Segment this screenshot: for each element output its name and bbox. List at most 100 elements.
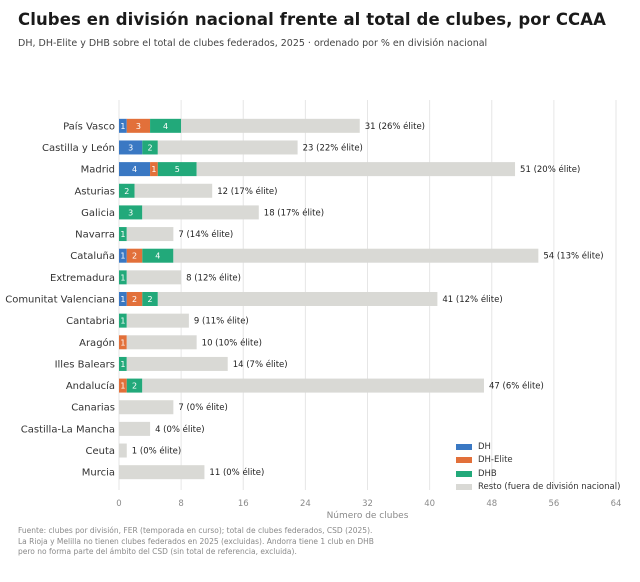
bar-segment-resto [196, 162, 516, 177]
bar-segment-dhb [119, 313, 127, 328]
footnote-line: pero no forma parte del ámbito del CSD (… [18, 547, 297, 556]
total-annotation: 1 (0% élite) [132, 446, 181, 457]
total-annotation: 7 (0% élite) [178, 402, 227, 413]
segment-label: 1 [120, 338, 125, 347]
category-label: Asturias [74, 186, 115, 197]
x-tick-label: 32 [362, 499, 373, 509]
bar-segment-resto [142, 378, 484, 393]
bar-segment-dhb [157, 162, 197, 177]
legend-swatch-dh-elite [456, 457, 472, 464]
category-label: Andalucía [66, 380, 115, 392]
bar-segment-resto [157, 292, 438, 306]
segment-label: 1 [120, 295, 125, 304]
segment-label: 1 [120, 360, 125, 369]
segment-label: 1 [120, 230, 125, 239]
bar-segment-dh [119, 140, 143, 155]
bar-segment-resto [119, 421, 151, 436]
category-label: Cataluña [70, 251, 115, 262]
bar-segment-resto [126, 356, 228, 371]
bar-segment-dh [119, 118, 127, 133]
bar-segment-dhb [119, 205, 143, 220]
total-annotation: 31 (26% élite) [365, 121, 425, 132]
total-annotation: 11 (0% élite) [209, 467, 264, 478]
x-tick-label: 0 [116, 499, 121, 509]
legend-label-dh-elite: DH-Elite [478, 455, 513, 466]
bar-segment-dhb [126, 378, 143, 393]
bar-segment-resto [126, 335, 197, 350]
bar-segment-dh-elite [126, 292, 143, 306]
x-tick-label: 8 [178, 499, 183, 509]
bar-segment-dh-elite [119, 378, 127, 393]
total-annotation: 7 (14% élite) [178, 229, 233, 240]
total-annotation: 18 (17% élite) [264, 207, 324, 218]
segment-label: 1 [120, 382, 125, 391]
legend-swatch-resto [456, 484, 472, 491]
bar-segment-resto [181, 118, 360, 133]
total-annotation: 4 (0% élite) [155, 424, 204, 435]
bar-segment-resto [126, 313, 189, 328]
bar-segment-dh-elite [119, 335, 127, 350]
bar-segment-resto [119, 443, 127, 458]
bar-segment-resto [134, 183, 213, 198]
total-annotation: 54 (13% élite) [543, 251, 603, 262]
chart-legend: DH DH-Elite DHB Resto (fuera de división… [456, 440, 620, 494]
bar-segment-dhb [119, 270, 127, 285]
category-label: Aragón [79, 337, 115, 349]
legend-item-resto: Resto (fuera de división nacional) [456, 481, 620, 495]
legend-label-dh: DH [478, 441, 491, 452]
bar-segment-dhb [142, 140, 158, 155]
segment-label: 1 [120, 273, 125, 282]
category-label: Illes Balears [55, 359, 115, 370]
total-annotation: 8 (12% élite) [186, 272, 241, 283]
total-annotation: 41 (12% élite) [442, 294, 502, 305]
total-annotation: 47 (6% élite) [489, 381, 544, 392]
category-label: Castilla-La Mancha [21, 424, 115, 435]
segment-label: 1 [120, 317, 125, 326]
segment-label: 2 [124, 187, 129, 196]
total-annotation: 51 (20% élite) [520, 164, 580, 175]
footnote-line: La Rioja y Melilla no tienen clubes fede… [18, 536, 374, 546]
x-tick-label: 40 [424, 499, 435, 509]
segment-label: 1 [120, 252, 125, 261]
bar-segment-dh [119, 248, 127, 263]
segment-label: 4 [163, 122, 168, 131]
total-annotation: 12 (17% élite) [217, 186, 277, 197]
x-tick-label: 56 [548, 499, 559, 509]
category-label: Navarra [75, 230, 115, 241]
bar-segment-dhb [142, 248, 174, 263]
category-label: Castilla y León [42, 142, 115, 154]
x-tick-label: 24 [300, 499, 311, 509]
total-annotation: 23 (22% élite) [303, 142, 363, 153]
bar-segment-dhb [119, 227, 127, 242]
x-tick-label: 64 [611, 499, 622, 509]
segment-label: 1 [120, 122, 125, 131]
legend-swatch-dhb [456, 470, 472, 477]
bar-segment-dh-elite [126, 118, 151, 133]
bar-segment-dhb [150, 118, 182, 133]
legend-label-resto: Resto (fuera de división nacional) [478, 482, 621, 493]
x-tick-label: 48 [486, 499, 497, 509]
bar-segment-resto [119, 465, 205, 480]
bar-segment-resto [142, 205, 259, 220]
legend-item-dhb: DHB [456, 467, 620, 481]
bar-segment-resto [119, 400, 174, 415]
segment-label: 2 [132, 252, 137, 261]
chart-subtitle: DH, DH-Elite y DHB sobre el total de clu… [18, 38, 488, 49]
bar-segment-dh-elite [150, 162, 158, 177]
bar-segment-dh [119, 292, 127, 306]
segment-label: 3 [128, 208, 133, 217]
segment-label: 3 [128, 143, 133, 152]
segment-label: 2 [148, 295, 153, 304]
chart-title: Clubes en división nacional frente al to… [18, 10, 606, 29]
bar-segment-dh [119, 162, 151, 177]
segment-label: 4 [132, 165, 137, 174]
footnote-line: Fuente: clubes por división, FER (tempor… [18, 526, 373, 535]
bar-segment-resto [173, 248, 539, 263]
legend-swatch-dh [456, 443, 472, 450]
category-label: Galicia [81, 208, 115, 219]
category-label: Cantabria [66, 316, 115, 327]
bar-segment-dh-elite [126, 248, 143, 263]
category-label: Ceuta [85, 446, 115, 457]
category-label: Extremadura [50, 273, 115, 284]
